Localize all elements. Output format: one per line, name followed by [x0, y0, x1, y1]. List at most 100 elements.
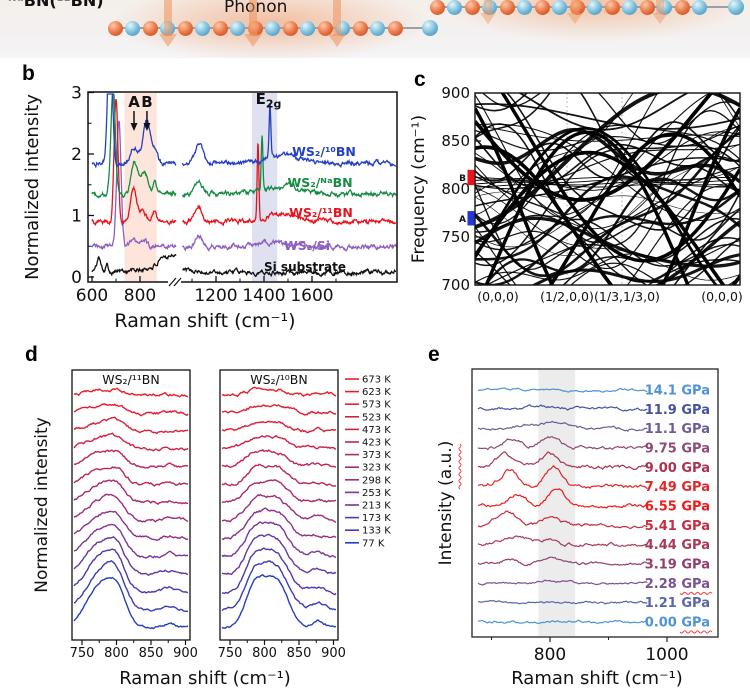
svg-text:77 K: 77 K — [362, 538, 385, 549]
spectrum-curve — [91, 98, 177, 227]
svg-text:11.9 GPa: 11.9 GPa — [645, 403, 710, 418]
svg-text:573 K: 573 K — [362, 400, 391, 411]
atom-ball — [429, 0, 445, 15]
highlight-band — [538, 370, 576, 636]
isotope-label: ᴺᵃBN(¹¹BN) — [8, 0, 104, 10]
spellcheck-squiggle — [679, 630, 713, 634]
svg-text:323 K: 323 K — [362, 463, 391, 474]
mode-marker-A — [467, 211, 475, 226]
svg-text:A: A — [128, 93, 140, 111]
svg-text:0.00 GPa: 0.00 GPa — [645, 615, 710, 630]
atom-ball — [177, 20, 193, 36]
svg-text:1200: 1200 — [194, 286, 237, 306]
svg-text:B: B — [141, 93, 152, 111]
svg-text:213 K: 213 K — [362, 501, 391, 512]
svg-text:1000: 1000 — [645, 645, 688, 665]
pressure-curve — [477, 435, 648, 451]
pressure-curve — [477, 556, 648, 567]
panel-b-chart: Si substrate WS₂/Si WS₂/¹¹BN WS₂/ᴺᵃBN WS₂/¹⁰… — [22, 84, 398, 332]
pressure-curve — [477, 619, 648, 625]
atom-ball — [464, 0, 480, 15]
svg-text:4.44 GPa: 4.44 GPa — [645, 538, 710, 553]
atom-ball — [447, 0, 462, 15]
pressure-curve — [477, 404, 648, 412]
svg-text:800: 800 — [534, 645, 566, 665]
phonon-bands — [475, 93, 740, 285]
svg-text:3: 3 — [71, 84, 82, 104]
svg-text:850: 850 — [139, 646, 164, 661]
atom-ball — [125, 20, 140, 36]
svg-text:373 K: 373 K — [362, 450, 391, 461]
atom-ball — [534, 0, 550, 15]
svg-text:A: A — [459, 215, 466, 225]
svg-text:298 K: 298 K — [362, 475, 391, 486]
svg-text:850: 850 — [441, 132, 470, 150]
temp-curve — [221, 479, 337, 504]
atom-ball — [352, 20, 368, 36]
svg-text:2: 2 — [71, 145, 82, 165]
panel-letter-d: d — [25, 343, 38, 366]
temp-curve — [73, 449, 189, 469]
atom-ball — [265, 20, 280, 36]
svg-text:623 K: 623 K — [362, 387, 391, 398]
temp-curve — [221, 403, 337, 416]
pressure-curve — [477, 579, 648, 586]
atom-ball — [657, 0, 672, 15]
svg-text:WS₂/¹⁰BN: WS₂/¹⁰BN — [250, 372, 307, 387]
pressure-curve — [477, 599, 648, 605]
svg-text:473 K: 473 K — [362, 425, 391, 436]
svg-text:14.1 GPa: 14.1 GPa — [645, 384, 710, 399]
atom-ball — [587, 0, 602, 15]
spectrum-curve — [91, 120, 177, 251]
svg-text:9.75 GPa: 9.75 GPa — [645, 441, 710, 456]
spectrum-curve — [91, 93, 177, 199]
svg-text:Raman shift (cm⁻¹): Raman shift (cm⁻¹) — [511, 668, 683, 689]
svg-text:800: 800 — [124, 286, 156, 306]
svg-text:WS₂/Si: WS₂/Si — [284, 238, 330, 253]
svg-text:800: 800 — [252, 646, 277, 661]
svg-text:900: 900 — [173, 646, 198, 661]
pressure-curve — [477, 510, 648, 530]
svg-text:WS₂/¹¹BN: WS₂/¹¹BN — [289, 205, 353, 220]
temp-curve — [73, 536, 189, 577]
panel-e-chart: 14.1 GPa 11.9 GPa 11.1 GPa 9.75 GPa 9.00 GPa… — [436, 368, 719, 689]
panel-c-chart: 700 750 800 850 900 (0,0,0) (1/2,0,0) (1/3,1/3,… — [409, 84, 743, 304]
temp-curve — [74, 416, 189, 435]
svg-text:5.41 GPa: 5.41 GPa — [645, 519, 710, 534]
temp-curve — [221, 521, 337, 559]
temp-curve — [221, 507, 337, 541]
panel-letter-b: b — [22, 62, 35, 85]
svg-text:2.28 GPa: 2.28 GPa — [645, 577, 710, 592]
atom-ball — [482, 0, 497, 15]
spellcheck-squiggle — [679, 591, 713, 595]
svg-text:(1/2,0,0): (1/2,0,0) — [540, 289, 594, 304]
svg-text:750: 750 — [218, 646, 243, 661]
temp-curve — [73, 465, 189, 487]
temp-curve — [221, 386, 337, 398]
svg-text:B: B — [459, 174, 466, 184]
temp-spectra — [73, 387, 189, 630]
svg-text:800: 800 — [104, 646, 129, 661]
temp-curve — [221, 449, 337, 469]
spectrum-curve — [181, 234, 397, 253]
temp-curve — [73, 387, 189, 398]
svg-text:Normalized intensity: Normalized intensity — [22, 94, 43, 280]
svg-text:253 K: 253 K — [362, 488, 391, 499]
spellcheck-squiggle — [458, 443, 462, 490]
temp-curve — [221, 533, 337, 576]
atom-ball — [370, 20, 385, 36]
svg-text:750: 750 — [70, 646, 95, 661]
svg-text:(0,0,0): (0,0,0) — [477, 289, 519, 304]
pressure-curve — [477, 387, 648, 393]
panel-d-chart: 750 800 850 900 WS₂/¹¹BN 750 800 850 900 WS₂/¹⁰BN… — [32, 369, 391, 689]
atom-ball — [335, 20, 350, 36]
y-axis-label: Intensity (a.u.) — [436, 441, 456, 566]
svg-text:1600: 1600 — [290, 286, 333, 306]
svg-text:523 K: 523 K — [362, 412, 391, 423]
mode-marker-B — [467, 169, 475, 186]
atom-ball — [728, 0, 744, 15]
temp-curve — [221, 434, 337, 450]
atom-ball — [422, 20, 438, 36]
svg-text:11.1 GPa: 11.1 GPa — [645, 422, 710, 437]
atom-ball — [622, 0, 637, 15]
